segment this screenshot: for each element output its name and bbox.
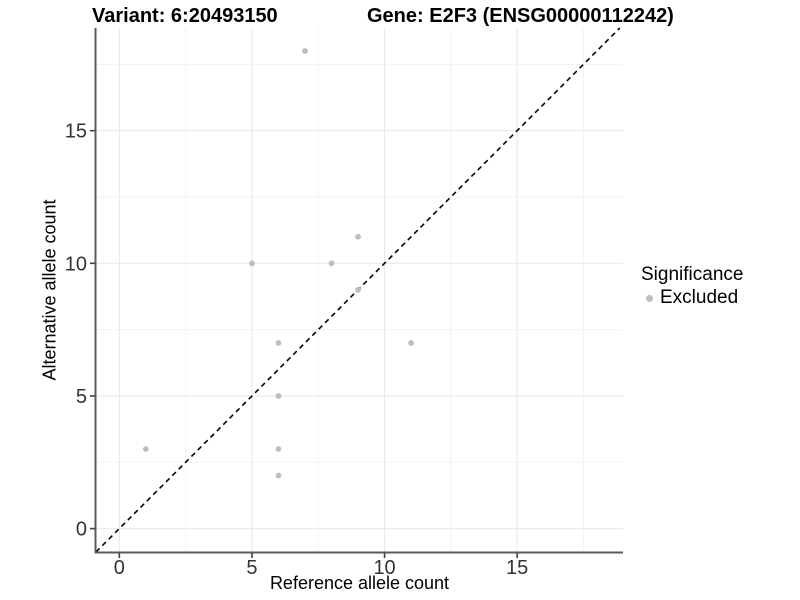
x-tick-label: 15 [506, 557, 528, 579]
legend-item-label: Excluded [660, 287, 739, 308]
data-point [302, 48, 308, 54]
data-point [142, 446, 149, 452]
data-point [408, 339, 414, 346]
y-tick-label: 5 [76, 386, 87, 408]
y-axis-title: Alternative allele count [39, 199, 60, 381]
gene-title: Gene: E2F3 (ENSG00000112242) [367, 5, 674, 27]
data-point [355, 286, 361, 293]
legend-point-icon [646, 294, 653, 302]
x-axis-title: Reference allele count [269, 573, 450, 593]
x-tick-label: 0 [114, 557, 125, 579]
data-point [275, 393, 282, 399]
y-tick-label: 15 [65, 121, 87, 143]
legend: Significance Excluded [638, 264, 743, 309]
data-point [275, 339, 282, 346]
legend-item-excluded: Excluded [638, 287, 743, 309]
data-point [355, 233, 361, 240]
data-point [328, 260, 335, 267]
y-tick-label: 10 [65, 253, 87, 275]
x-tick-label: 5 [246, 557, 257, 579]
data-point [275, 472, 282, 479]
legend-title: Significance [641, 264, 744, 285]
variant-title: Variant: 6:20493150 [92, 5, 278, 27]
data-point [275, 446, 282, 452]
y-tick-label: 0 [76, 519, 87, 541]
x-tick-label: 10 [373, 557, 395, 579]
data-point [249, 260, 255, 267]
